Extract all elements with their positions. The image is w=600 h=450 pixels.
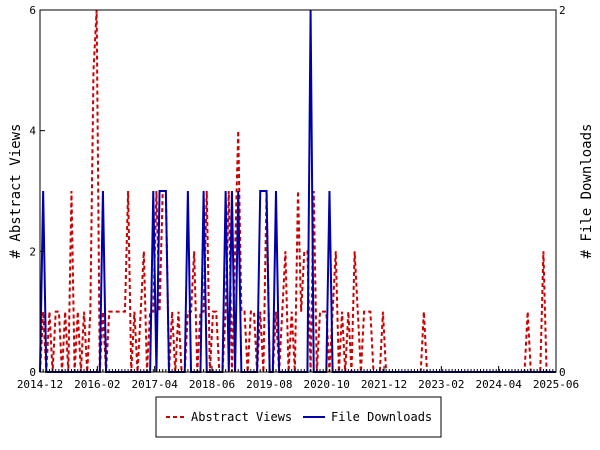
x-tick-label: 2025-06 bbox=[533, 378, 579, 391]
y-left-axis-title: # Abstract Views bbox=[8, 124, 24, 259]
x-tick-label: 2024-04 bbox=[475, 378, 522, 391]
y-right-tick-label: 0 bbox=[559, 366, 566, 379]
series-line-abstract-views bbox=[39, 9, 556, 373]
plot-frame bbox=[39, 9, 557, 373]
x-tick-label: 2017-04 bbox=[131, 378, 178, 391]
legend-label-abstract-views: Abstract Views bbox=[191, 410, 292, 424]
series-layer bbox=[39, 9, 556, 373]
y-left-tick-label: 0 bbox=[29, 366, 36, 379]
y-left-tick-label: 6 bbox=[29, 4, 36, 17]
legend-label-file-downloads: File Downloads bbox=[331, 410, 432, 424]
y-left-tick-label: 4 bbox=[29, 125, 36, 138]
x-tick-label: 2018-06 bbox=[189, 378, 235, 391]
y-right-axis-title: # File Downloads bbox=[579, 124, 595, 259]
y-right-tick-label: 2 bbox=[559, 4, 566, 17]
axis-layer: 0 2 4 6 0 2 2014-12 2016-02 2017-04 2018-06 2019-0… bbox=[17, 4, 579, 391]
x-tick-label: 2020-10 bbox=[303, 378, 349, 391]
legend: Abstract Views File Downloads bbox=[155, 396, 442, 438]
series-line-file-downloads bbox=[39, 9, 556, 373]
legend-box bbox=[155, 396, 442, 438]
x-tick-label: 2019-08 bbox=[246, 378, 292, 391]
x-tick-label: 2016-02 bbox=[74, 378, 120, 391]
x-tick-label: 2014-12 bbox=[17, 378, 63, 391]
x-tick-label: 2023-02 bbox=[418, 378, 464, 391]
y-left-tick-label: 2 bbox=[29, 245, 36, 258]
x-tick-label: 2021-12 bbox=[361, 378, 407, 391]
